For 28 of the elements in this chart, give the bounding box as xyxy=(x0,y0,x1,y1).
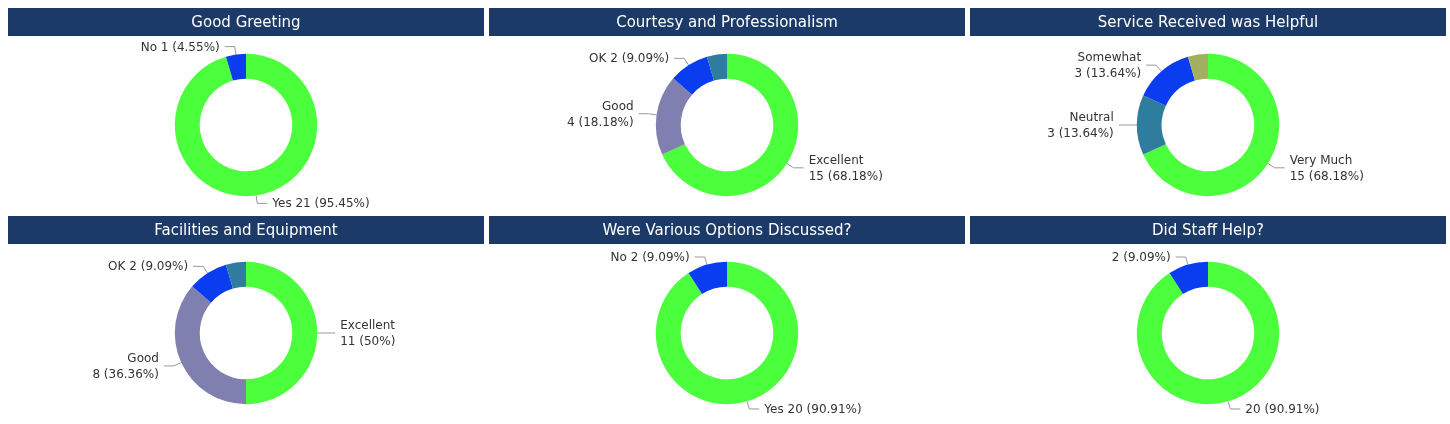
chart-title: Facilities and Equipment xyxy=(8,216,484,244)
slice-label: Somewhat xyxy=(1077,50,1142,65)
chart-title: Service Received was Helpful xyxy=(970,8,1446,36)
data-label: 3 (13.64%) xyxy=(1047,126,1114,140)
data-label: 8 (36.36%) xyxy=(92,366,159,381)
data-label: 11 (50%) xyxy=(340,334,396,348)
data-label: 4 (18.18%) xyxy=(567,114,634,129)
slice-label: No 1 (4.55%) xyxy=(140,39,220,54)
data-label: 15 (68.18%) xyxy=(808,168,883,183)
slice-label: Very Much xyxy=(1289,152,1353,167)
slice-label: Yes 20 (90.91%) xyxy=(763,401,862,416)
slice-label: Excellent xyxy=(340,318,396,332)
chart-title: Did Staff Help? xyxy=(970,216,1446,244)
slice-label: Good xyxy=(127,350,159,365)
slice-label: OK 2 (9.09%) xyxy=(108,259,189,274)
data-label: 3 (13.64%) xyxy=(1074,66,1142,81)
slice-label: Good xyxy=(602,98,634,113)
slice-label: Excellent xyxy=(808,152,864,167)
chart-title: Good Greeting xyxy=(8,8,484,36)
slice-label: No 2 (9.09%) xyxy=(610,250,690,265)
data-label: 2 (9.09%) xyxy=(1111,250,1171,265)
slice-label: Yes 21 (95.45%) xyxy=(271,196,370,211)
slice-label: OK 2 (9.09%) xyxy=(589,51,670,66)
slice-label: Neutral xyxy=(1069,110,1114,124)
data-label: 15 (68.18%) xyxy=(1289,168,1364,183)
data-label: 20 (90.91%) xyxy=(1245,401,1320,416)
chart-title: Were Various Options Discussed? xyxy=(489,216,965,244)
chart-title: Courtesy and Professionalism xyxy=(489,8,965,36)
